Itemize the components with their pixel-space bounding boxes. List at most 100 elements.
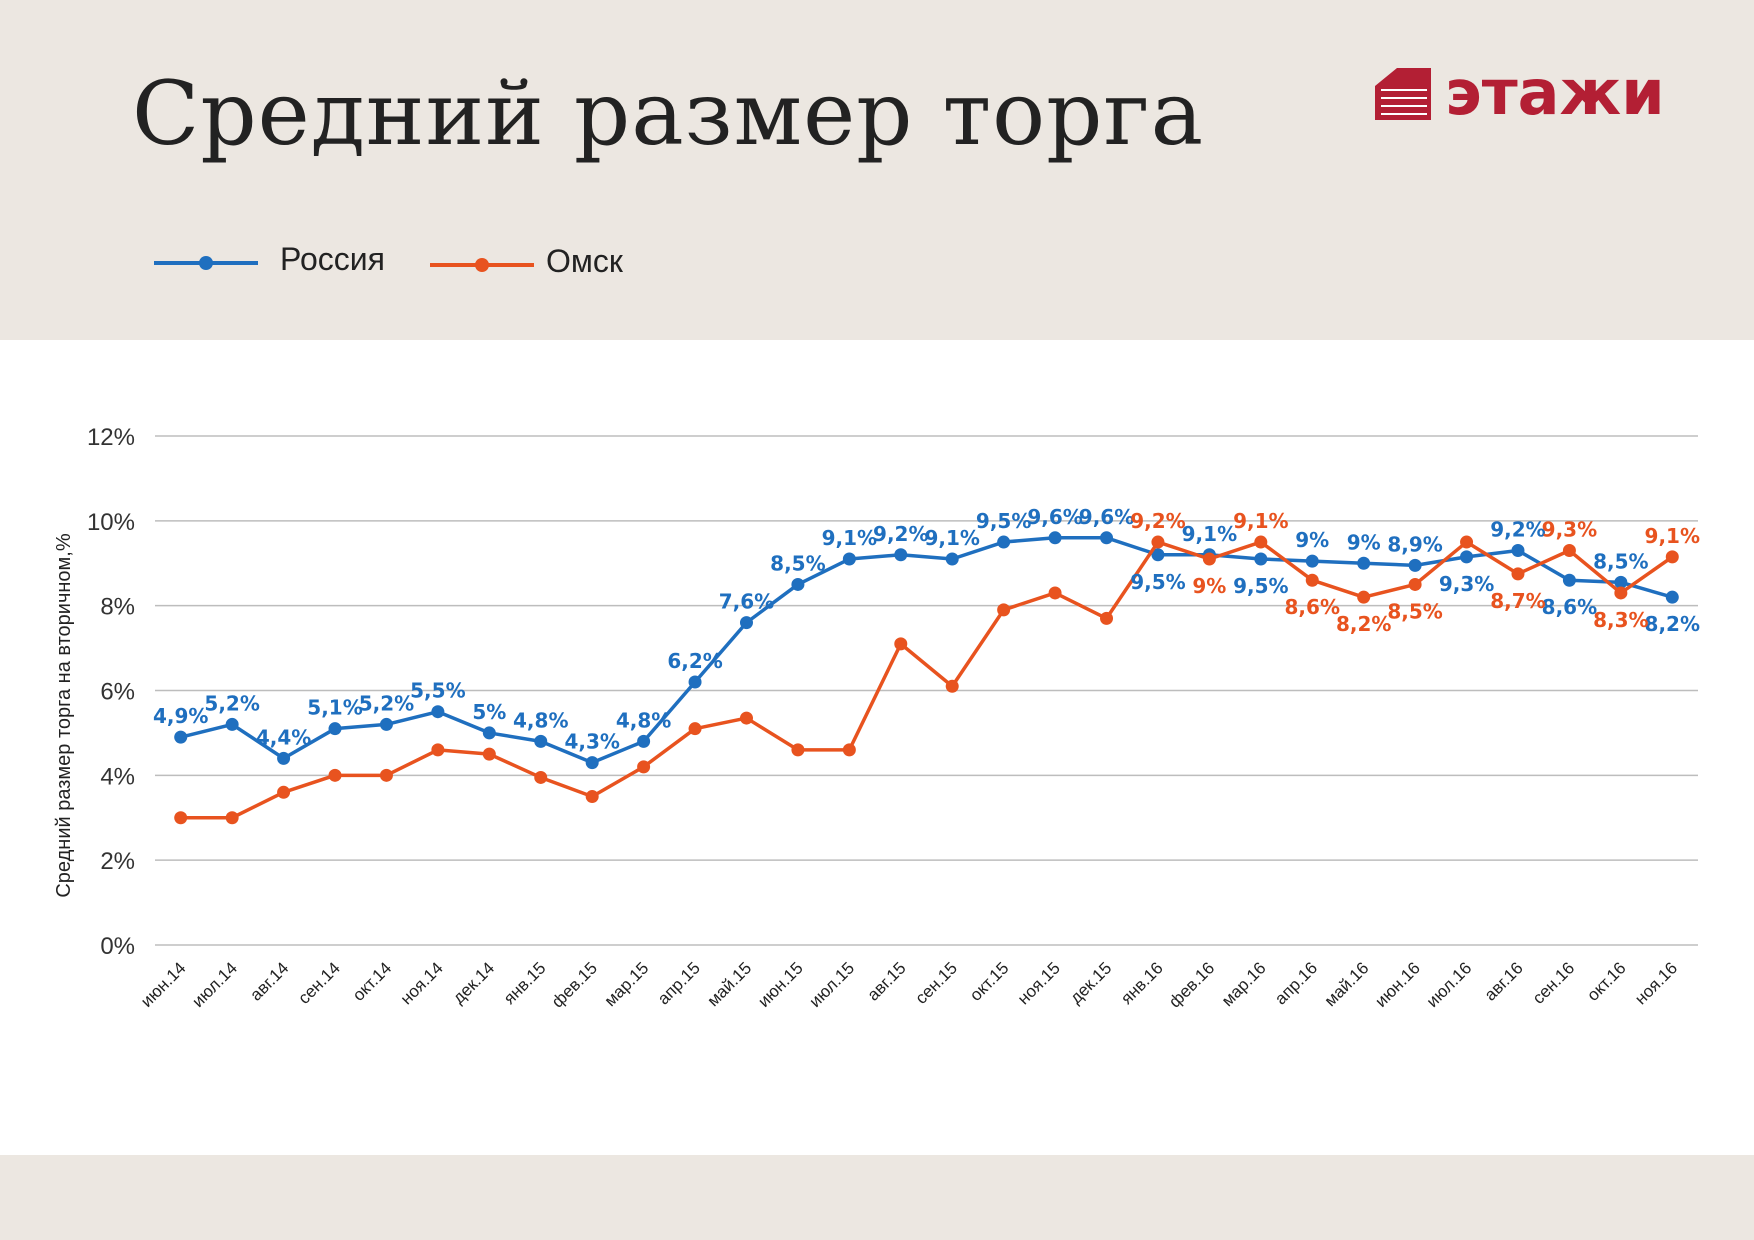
x-tick-label: ноя.14 <box>397 958 447 1008</box>
data-point-omsk <box>1665 550 1679 564</box>
data-label-omsk: 9,1% <box>1645 524 1700 548</box>
y-tick-label: 6% <box>100 679 135 706</box>
data-label-russia: 9,1% <box>822 526 877 550</box>
x-tick-label: фев.16 <box>1165 958 1218 1011</box>
data-point-omsk <box>328 768 342 782</box>
x-tick-label: июн.14 <box>137 958 190 1011</box>
data-point-omsk <box>174 811 188 825</box>
x-tick-label: окт.14 <box>349 958 395 1004</box>
data-point-russia <box>842 552 856 566</box>
data-point-russia <box>1665 590 1679 604</box>
data-point-russia <box>1357 556 1371 570</box>
data-label-russia: 9,2% <box>873 522 928 546</box>
x-tick-label: июл.14 <box>188 958 241 1011</box>
data-point-omsk <box>1202 552 1216 566</box>
x-tick-label: апр.15 <box>654 958 704 1008</box>
x-tick-label: авг.15 <box>863 958 909 1004</box>
x-tick-label: дек.14 <box>449 958 498 1007</box>
x-tick-label: янв.15 <box>500 958 550 1008</box>
data-point-russia <box>1100 531 1114 545</box>
data-label-russia: 9% <box>1347 530 1381 554</box>
data-label-omsk: 9,1% <box>1233 509 1288 533</box>
x-tick-label: сен.15 <box>912 958 961 1007</box>
x-tick-label: июл.15 <box>806 958 859 1011</box>
logo-text: этажи <box>1445 56 1665 129</box>
data-point-omsk <box>379 768 393 782</box>
data-point-omsk <box>842 743 856 757</box>
y-tick-label: 2% <box>100 848 135 875</box>
data-point-omsk <box>1408 577 1422 591</box>
footer-band <box>0 1155 1754 1240</box>
x-tick-label: авг.16 <box>1481 958 1527 1004</box>
x-tick-label: июн.15 <box>754 958 807 1011</box>
data-label-russia: 6,2% <box>667 649 722 673</box>
data-label-russia: 9,2% <box>1490 518 1545 542</box>
data-point-omsk <box>1511 567 1525 581</box>
data-point-omsk <box>1100 611 1114 625</box>
data-point-russia <box>1511 544 1525 558</box>
data-point-russia <box>945 552 959 566</box>
x-tick-label: ноя.16 <box>1631 958 1681 1008</box>
legend-swatch-russia <box>154 256 258 270</box>
data-label-russia: 9,1% <box>924 526 979 550</box>
x-tick-label: июн.16 <box>1371 958 1424 1011</box>
data-label-omsk: 8,7% <box>1490 589 1545 613</box>
page-title: Средний размер торга <box>132 62 1205 165</box>
data-point-russia <box>1305 554 1319 568</box>
data-point-omsk <box>1357 590 1371 604</box>
data-label-russia: 8,6% <box>1542 595 1597 619</box>
x-tick-label: ноя.15 <box>1014 958 1064 1008</box>
data-point-russia <box>585 756 599 770</box>
data-point-omsk <box>1048 586 1062 600</box>
data-point-russia <box>1460 550 1474 564</box>
x-tick-label: янв.16 <box>1117 958 1167 1008</box>
data-label-russia: 9% <box>1295 528 1329 552</box>
x-tick-label: май.15 <box>703 958 755 1010</box>
data-point-russia <box>225 717 239 731</box>
x-tick-label: сен.16 <box>1529 958 1578 1007</box>
data-label-russia: 8,9% <box>1387 532 1442 556</box>
x-tick-label: мар.15 <box>601 958 653 1010</box>
data-point-russia <box>328 722 342 736</box>
data-point-omsk <box>945 679 959 693</box>
data-label-russia: 9,5% <box>1233 574 1288 598</box>
data-point-russia <box>688 675 702 689</box>
data-label-russia: 8,5% <box>1593 549 1648 573</box>
data-label-omsk: 8,5% <box>1387 599 1442 623</box>
data-point-russia <box>637 734 651 748</box>
data-point-omsk <box>637 760 651 774</box>
data-label-russia: 5,2% <box>204 691 259 715</box>
legend-swatch-omsk <box>430 258 534 272</box>
data-label-russia: 4,8% <box>616 708 671 732</box>
data-point-russia <box>1254 552 1268 566</box>
data-point-omsk <box>688 722 702 736</box>
data-label-russia: 4,8% <box>513 708 568 732</box>
x-tick-label: дек.15 <box>1066 958 1115 1007</box>
legend-label-omsk: Омск <box>546 243 623 279</box>
data-label-omsk: 9,2% <box>1130 509 1185 533</box>
data-point-russia <box>1408 558 1422 572</box>
data-point-omsk <box>225 811 239 825</box>
data-point-omsk <box>534 770 548 784</box>
data-point-omsk <box>1305 573 1319 587</box>
data-label-russia: 9,5% <box>1130 570 1185 594</box>
data-point-omsk <box>997 603 1011 617</box>
data-label-russia: 4,3% <box>564 730 619 754</box>
data-label-russia: 4,4% <box>256 725 311 749</box>
data-point-russia <box>277 751 291 765</box>
data-label-russia: 5% <box>472 700 506 724</box>
data-point-omsk <box>739 711 753 725</box>
data-point-russia <box>1562 573 1576 587</box>
data-label-omsk: 9% <box>1192 574 1226 598</box>
y-tick-label: 10% <box>87 509 135 536</box>
data-point-russia <box>534 734 548 748</box>
x-tick-label: июл.16 <box>1423 958 1476 1011</box>
data-label-russia: 9,6% <box>1079 505 1134 529</box>
data-label-russia: 5,1% <box>307 696 362 720</box>
data-point-russia <box>1614 575 1628 589</box>
chart-legend: Россия Омск <box>154 235 754 285</box>
x-tick-label: мар.16 <box>1218 958 1270 1010</box>
data-label-russia: 4,9% <box>153 704 208 728</box>
data-point-omsk <box>1614 586 1628 600</box>
data-label-russia: 9,1% <box>1182 522 1237 546</box>
